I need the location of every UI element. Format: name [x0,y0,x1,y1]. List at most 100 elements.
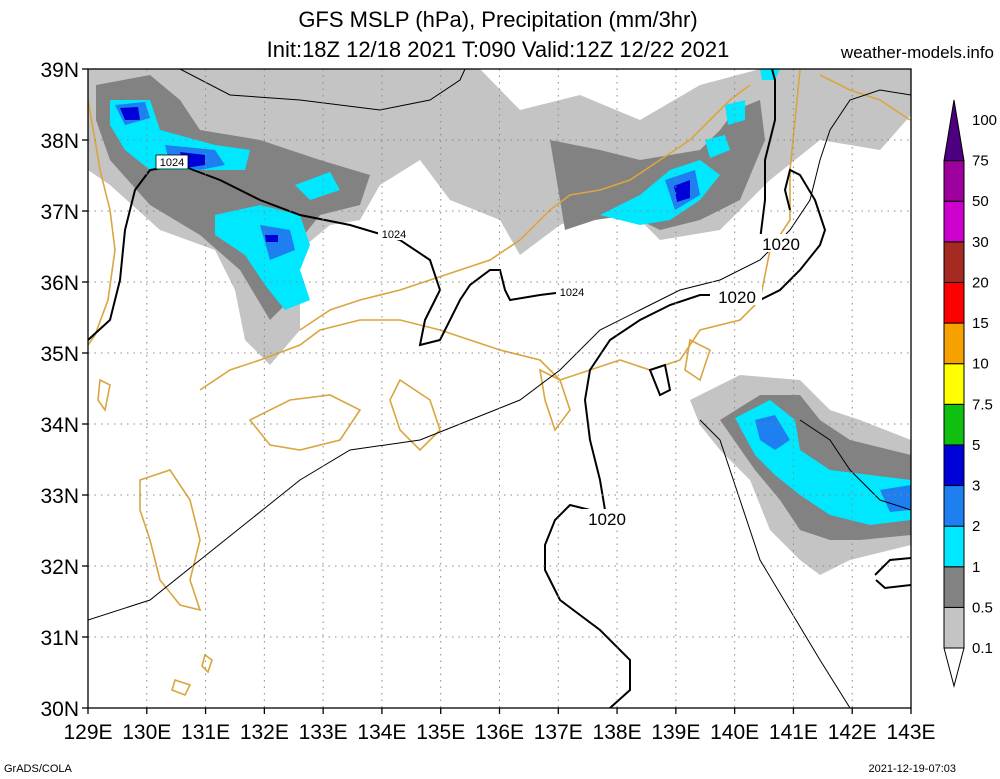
colorbar-segment [943,281,965,324]
lon-label: 140E [710,721,759,744]
colorbar-segment [943,485,965,527]
colorbar-label: 0.1 [972,640,993,657]
isobar-label-bg [582,509,632,527]
colorbar-label: 1 [972,559,980,576]
colorbar-label: 7.5 [972,396,993,413]
colorbar-segment [943,322,965,365]
isobar-label: 1020 [588,510,626,529]
colorbar-label: 10 [972,356,989,373]
isobar-label-bg [378,227,410,240]
colorbar-label: 5 [972,437,980,454]
grid-layer [88,69,911,708]
precip-area-nw-3b [120,107,140,120]
lat-label: 31N [40,627,79,650]
thin-contour-1 [179,69,466,111]
lon-label: 131E [181,721,230,744]
colorbar-segment [943,403,965,446]
isobar-label-bg [756,234,806,252]
title-line-2: Init:18Z 12/18 2021 T:090 Valid:12Z 12/2… [266,37,730,62]
coast-shikoku [248,394,362,451]
footer-right: 2021-12-19-07:03 [868,763,956,775]
isobar-1020-south [544,503,631,708]
lat-label: 37N [40,201,79,224]
lon-label: 138E [593,721,642,744]
lon-label: 132E [240,721,289,744]
isobar-label: 1024 [160,157,184,169]
colorbar-segment [943,525,965,568]
precip-area-nw-1c [295,172,340,200]
thin-contour-2 [88,89,911,621]
colorbar: 0.1 0.5 1 2 3 5 7.5 10 15 20 30 50 75 100 [943,99,997,688]
isobar-label: 1024 [560,287,584,299]
colorbar-label: 75 [972,153,989,170]
precip-area-nw-3c [265,235,278,242]
isobar-label-bg [712,287,762,305]
thin-contour-layer [88,69,911,708]
isobar-1020-east [759,69,827,301]
coast-kyushu [139,469,202,612]
lat-label: 32N [40,556,79,579]
lon-label: 136E [475,721,524,744]
coast-islands [97,378,213,697]
precip-area-ne-05 [550,100,765,230]
lon-label: 139E [651,721,700,744]
lat-label: 39N [40,59,79,82]
lon-label: 143E [886,721,935,744]
isobar-label-bg [556,285,588,298]
coast-izu [538,368,571,432]
colorbar-label: 2 [972,518,980,535]
colorbar-label: 15 [972,315,989,332]
coast-kii [389,378,441,452]
lat-label: 35N [40,343,79,366]
colorbar-segment [943,200,965,243]
lat-label: 38N [40,130,79,153]
lon-label: 134E [357,721,406,744]
colorbar-label: 3 [972,478,980,495]
lon-label: 141E [769,721,818,744]
lon-label: 135E [416,721,465,744]
lon-label: 137E [534,721,583,744]
precip-area-nw-2c [260,225,295,260]
isobar-1024-west [88,163,581,347]
isobar-label: 1020 [762,235,800,254]
title-line-1: GFS MSLP (hPa), Precipitation (mm/3hr) [298,7,698,32]
coast-boso [684,338,711,382]
thin-contour-4 [799,419,911,511]
colorbar-segment [943,241,965,283]
colorbar-label: 30 [972,234,989,251]
lon-label: 142E [828,721,877,744]
colorbar-label: 20 [972,274,989,291]
colorbar-segment [943,160,965,202]
precip-area-ne-1b [705,135,730,158]
colorbar-label: 100 [972,112,997,129]
isobar-layer [88,69,911,708]
colorbar-segment [943,99,965,162]
isobar-label: 1024 [382,229,406,241]
colorbar-under [943,647,965,688]
precip-area-ne-1c [725,100,745,125]
precip-area-ne-3 [674,180,690,202]
colorbar-segment [943,363,965,405]
lon-label: 133E [299,721,348,744]
thin-contour-3 [699,419,851,708]
isobar-label-box [155,154,189,170]
colorbar-segment [943,566,965,608]
coast-japan-sea [299,84,751,331]
footer-left: GrADS/COLA [4,763,72,775]
lon-label: 130E [122,721,171,744]
precip-area-se-2b [880,485,911,512]
coast-korea [88,99,116,346]
colorbar-label: 0.5 [972,599,993,616]
lon-label: 129E [63,721,112,744]
precipitation-layer [88,69,911,575]
isobar-label-layer: 1024 1024 1024 1020 1020 1020 [155,154,806,529]
isobar-1020-se [874,557,911,590]
lat-label: 36N [40,272,79,295]
isobar-label: 1020 [718,288,756,307]
site-label: weather-models.info [840,43,994,62]
isobar-1020-central [583,294,710,511]
colorbar-segment [943,444,965,487]
colorbar-segment [943,606,965,649]
